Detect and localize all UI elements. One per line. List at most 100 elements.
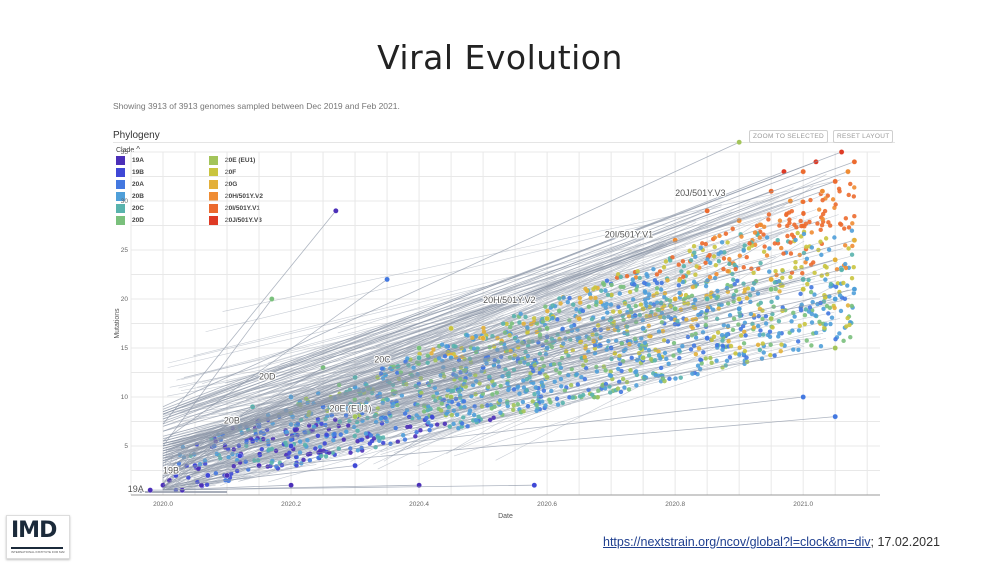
legend-item-20f[interactable]: 20F <box>209 168 236 178</box>
legend-swatch <box>209 156 218 165</box>
series-point[interactable] <box>768 286 774 292</box>
series-point[interactable] <box>544 315 550 322</box>
series-point[interactable] <box>851 237 858 243</box>
zoom-to-selected-button[interactable]: ZOOM TO SELECTED <box>749 130 829 143</box>
tree-tip <box>405 424 410 430</box>
tree-tip <box>819 252 824 258</box>
series-point[interactable] <box>832 345 838 351</box>
tree-tip <box>525 404 531 409</box>
y-tick-label: 5 <box>124 443 128 450</box>
series-point[interactable] <box>838 149 845 155</box>
tree-tip <box>761 232 766 237</box>
series-point[interactable] <box>531 482 538 488</box>
series-point[interactable] <box>480 335 486 341</box>
series-point[interactable] <box>832 257 838 263</box>
series-point[interactable] <box>269 296 275 302</box>
series-point[interactable] <box>851 286 858 292</box>
legend-item-20g[interactable]: 20G <box>209 180 237 190</box>
tree-tip <box>605 292 611 297</box>
series-point[interactable] <box>736 139 742 145</box>
legend-item-19b[interactable]: 19B <box>116 168 144 178</box>
reset-layout-button[interactable]: RESET LAYOUT <box>833 130 894 143</box>
series-point[interactable] <box>205 472 211 479</box>
legend-item-20d[interactable]: 20D <box>116 216 144 226</box>
legend-item-20i[interactable]: 20I/501Y.V1 <box>209 204 260 214</box>
series-point[interactable] <box>800 286 806 292</box>
series-point[interactable] <box>819 188 826 194</box>
tree-tip <box>414 430 419 435</box>
series-point[interactable] <box>736 306 742 312</box>
series-point[interactable] <box>672 296 678 302</box>
series-branch <box>162 455 240 486</box>
tree-branch <box>175 482 222 489</box>
series-point[interactable] <box>544 374 550 381</box>
series-point[interactable] <box>448 325 454 332</box>
legend-item-20b[interactable]: 20B <box>116 192 144 202</box>
legend-label: 20J/501Y.V3 <box>225 217 262 225</box>
tree-tip <box>461 399 467 404</box>
legend-item-20j[interactable]: 20J/501Y.V3 <box>209 216 262 226</box>
clade-label: 19B <box>163 465 179 475</box>
series-point[interactable] <box>845 168 851 175</box>
tree-tip <box>730 327 736 333</box>
series-point[interactable] <box>198 482 205 488</box>
tree-branch <box>226 250 723 384</box>
series-point[interactable] <box>352 462 358 469</box>
series-point[interactable] <box>237 453 243 459</box>
tree-tip <box>766 217 771 222</box>
tree-tip <box>324 432 329 437</box>
series-point[interactable] <box>768 276 774 283</box>
series-point[interactable] <box>147 487 153 493</box>
series-point[interactable] <box>704 335 710 341</box>
series-branch <box>162 328 644 454</box>
genome-summary: Showing 3913 of 3913 genomes sampled bet… <box>113 101 400 111</box>
tree-tip <box>540 368 545 373</box>
legend-item-20a[interactable]: 20A <box>116 180 144 190</box>
series-point[interactable] <box>333 208 339 214</box>
series-point[interactable] <box>832 413 838 420</box>
tree-tip <box>798 218 803 224</box>
series-point[interactable] <box>800 394 806 400</box>
tree-tip <box>818 343 824 349</box>
tree-tip <box>355 448 361 453</box>
tree-tip <box>509 321 515 326</box>
tree-tip <box>548 400 553 405</box>
tree-tip <box>630 297 636 302</box>
tree-tip <box>692 250 697 255</box>
series-point[interactable] <box>288 443 294 449</box>
series-point[interactable] <box>736 296 742 302</box>
series-point[interactable] <box>832 178 838 185</box>
series-point[interactable] <box>416 345 422 351</box>
legend-item-20h[interactable]: 20H/501Y.V2 <box>209 192 263 202</box>
series-point[interactable] <box>640 355 646 361</box>
tree-tip <box>772 280 778 285</box>
legend-clade-toggle[interactable]: Clade ^ <box>116 145 140 154</box>
series-point[interactable] <box>672 306 678 312</box>
tree-tip <box>634 287 639 293</box>
legend-item-19a[interactable]: 19A <box>116 156 144 166</box>
series-point[interactable] <box>838 266 845 273</box>
legend-item-20e[interactable]: 20E (EU1) <box>209 156 255 166</box>
series-point[interactable] <box>851 159 858 165</box>
tree-branch <box>433 336 724 441</box>
source-link[interactable]: https://nextstrain.org/ncov/global?l=clo… <box>603 535 871 549</box>
series-branch <box>162 337 708 457</box>
series-point[interactable] <box>288 482 294 488</box>
tree-tip <box>322 441 327 446</box>
tree-tip <box>558 376 564 382</box>
legend-item-20c[interactable]: 20C <box>116 204 144 214</box>
series-point[interactable] <box>384 276 390 283</box>
tree-tip <box>558 365 564 371</box>
series-point[interactable] <box>832 296 838 302</box>
tree-tip <box>788 240 793 245</box>
series-point[interactable] <box>352 413 358 420</box>
tree-tip <box>344 429 349 434</box>
tree-tip <box>803 221 809 227</box>
tree-tip <box>691 343 697 348</box>
series-point[interactable] <box>800 168 806 175</box>
series-point[interactable] <box>768 315 774 322</box>
tree-tip <box>583 358 589 363</box>
tree-tip <box>677 278 682 283</box>
series-branch <box>162 239 855 432</box>
